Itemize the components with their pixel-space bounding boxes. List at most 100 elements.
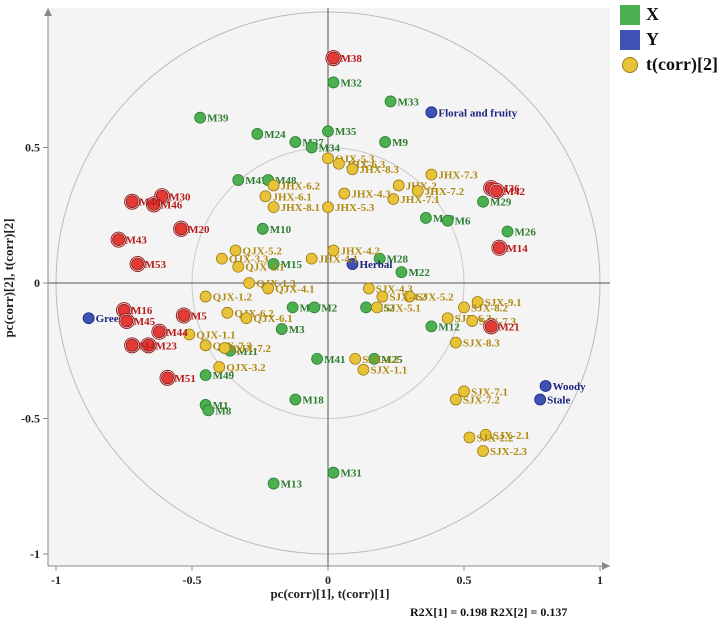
point-x[interactable] [373, 252, 386, 265]
point-t-corr-2[interactable] [349, 352, 362, 365]
point-t-corr-2[interactable] [216, 252, 228, 265]
point-y[interactable] [534, 393, 547, 406]
point-t-corr-2[interactable] [357, 363, 370, 376]
point-x[interactable] [384, 95, 397, 108]
point-t-corr-2[interactable] [262, 282, 275, 295]
point-x[interactable] [327, 466, 340, 479]
point-x[interactable] [322, 125, 334, 138]
point-x[interactable] [251, 128, 264, 140]
point-t-corr-2[interactable] [259, 190, 272, 203]
point-x[interactable] [395, 266, 408, 279]
point-t-corr-2[interactable] [362, 282, 375, 295]
point-highlighted[interactable] [490, 184, 504, 198]
point-x[interactable] [194, 111, 207, 124]
point-highlighted[interactable] [131, 257, 145, 271]
point-t-corr-2[interactable] [471, 296, 484, 308]
point-t-corr-2[interactable] [477, 445, 489, 457]
legend-item-tcorr[interactable]: t(corr)[2] [620, 52, 723, 77]
point-x[interactable] [327, 76, 340, 89]
point-t-corr-2[interactable] [466, 315, 479, 327]
point-y[interactable] [346, 258, 359, 270]
point-y[interactable] [539, 380, 552, 392]
point-t-corr-2[interactable] [218, 342, 231, 354]
point-highlighted[interactable] [142, 338, 155, 352]
point-x[interactable] [267, 477, 280, 490]
point-t-corr-2[interactable] [346, 163, 359, 176]
point-t-corr-2[interactable] [267, 201, 280, 214]
point-x[interactable] [305, 141, 318, 154]
point-t-corr-2[interactable] [411, 184, 424, 197]
point-t-corr-2[interactable] [327, 244, 340, 257]
point-t-corr-2[interactable] [463, 431, 476, 444]
point-x[interactable] [501, 225, 514, 238]
point-x[interactable] [368, 352, 381, 365]
point-t-corr-2[interactable] [199, 339, 212, 352]
point-highlighted[interactable] [125, 195, 139, 209]
point-label-x: M1 [213, 400, 229, 412]
legend-item-x[interactable]: X [620, 2, 723, 27]
point-t-corr-2[interactable] [221, 306, 234, 319]
point-x[interactable] [286, 301, 299, 314]
point-highlighted[interactable] [125, 338, 139, 352]
point-t-corr-2[interactable] [392, 179, 405, 192]
point-highlighted[interactable] [174, 222, 188, 236]
point-highlighted[interactable] [112, 233, 125, 247]
point-t-corr-2[interactable] [229, 244, 242, 257]
point-x[interactable] [477, 195, 489, 208]
point-highlighted[interactable] [120, 314, 134, 328]
point-x[interactable] [311, 352, 324, 365]
point-t-corr-2[interactable] [243, 277, 256, 289]
point-t-corr-2[interactable] [479, 428, 492, 441]
point-x[interactable] [275, 323, 288, 335]
point-t-corr-2[interactable] [441, 312, 454, 325]
point-highlighted[interactable] [492, 241, 506, 255]
point-label-x: M2 [321, 302, 337, 314]
point-t-corr-2[interactable] [240, 312, 253, 325]
point-x[interactable] [202, 404, 215, 417]
point-y[interactable] [425, 106, 438, 119]
point-highlighted[interactable] [177, 309, 191, 322]
point-label-t-corr-2: QJX-5.2 [243, 245, 283, 257]
point-x[interactable] [360, 301, 372, 314]
point-x[interactable] [256, 222, 269, 235]
point-t-corr-2[interactable] [403, 290, 416, 303]
point-t-corr-2[interactable] [449, 393, 462, 406]
point-x[interactable] [308, 301, 321, 314]
point-x[interactable] [441, 214, 454, 227]
point-t-corr-2[interactable] [305, 252, 318, 265]
point-label-x: M6 [455, 216, 471, 228]
point-label-t-corr-2: SJX-2.2 [476, 432, 513, 444]
point-t-corr-2[interactable] [371, 301, 383, 314]
point-x[interactable] [420, 212, 432, 224]
point-t-corr-2[interactable] [213, 361, 226, 373]
point-highlighted[interactable] [152, 325, 166, 339]
point-t-corr-2[interactable] [338, 187, 351, 200]
point-label-highlighted: M23 [155, 340, 177, 352]
point-t-corr-2[interactable] [376, 290, 389, 303]
point-x[interactable] [199, 369, 212, 382]
point-t-corr-2[interactable] [199, 290, 212, 303]
point-t-corr-2[interactable] [183, 328, 196, 341]
legend-item-y[interactable]: Y [620, 27, 723, 52]
point-t-corr-2[interactable] [425, 168, 438, 181]
point-t-corr-2[interactable] [449, 336, 462, 349]
point-t-corr-2[interactable] [387, 193, 400, 205]
point-t-corr-2[interactable] [458, 301, 470, 314]
point-t-corr-2[interactable] [332, 157, 345, 170]
point-x[interactable] [267, 258, 280, 270]
point-x[interactable] [289, 393, 302, 406]
point-t-corr-2[interactable] [322, 152, 334, 165]
point-highlighted[interactable] [161, 371, 174, 385]
point-t-corr-2[interactable] [232, 260, 245, 273]
point-x[interactable] [232, 174, 245, 186]
point-t-corr-2[interactable] [458, 385, 470, 398]
point-y[interactable] [82, 312, 95, 325]
point-highlighted[interactable] [484, 319, 498, 333]
point-x[interactable] [289, 136, 302, 148]
point-t-corr-2[interactable] [322, 201, 334, 214]
point-highlighted[interactable] [147, 198, 161, 211]
point-x[interactable] [425, 320, 438, 333]
point-x[interactable] [379, 136, 392, 148]
point-t-corr-2[interactable] [267, 179, 280, 192]
point-highlighted[interactable] [327, 51, 340, 65]
